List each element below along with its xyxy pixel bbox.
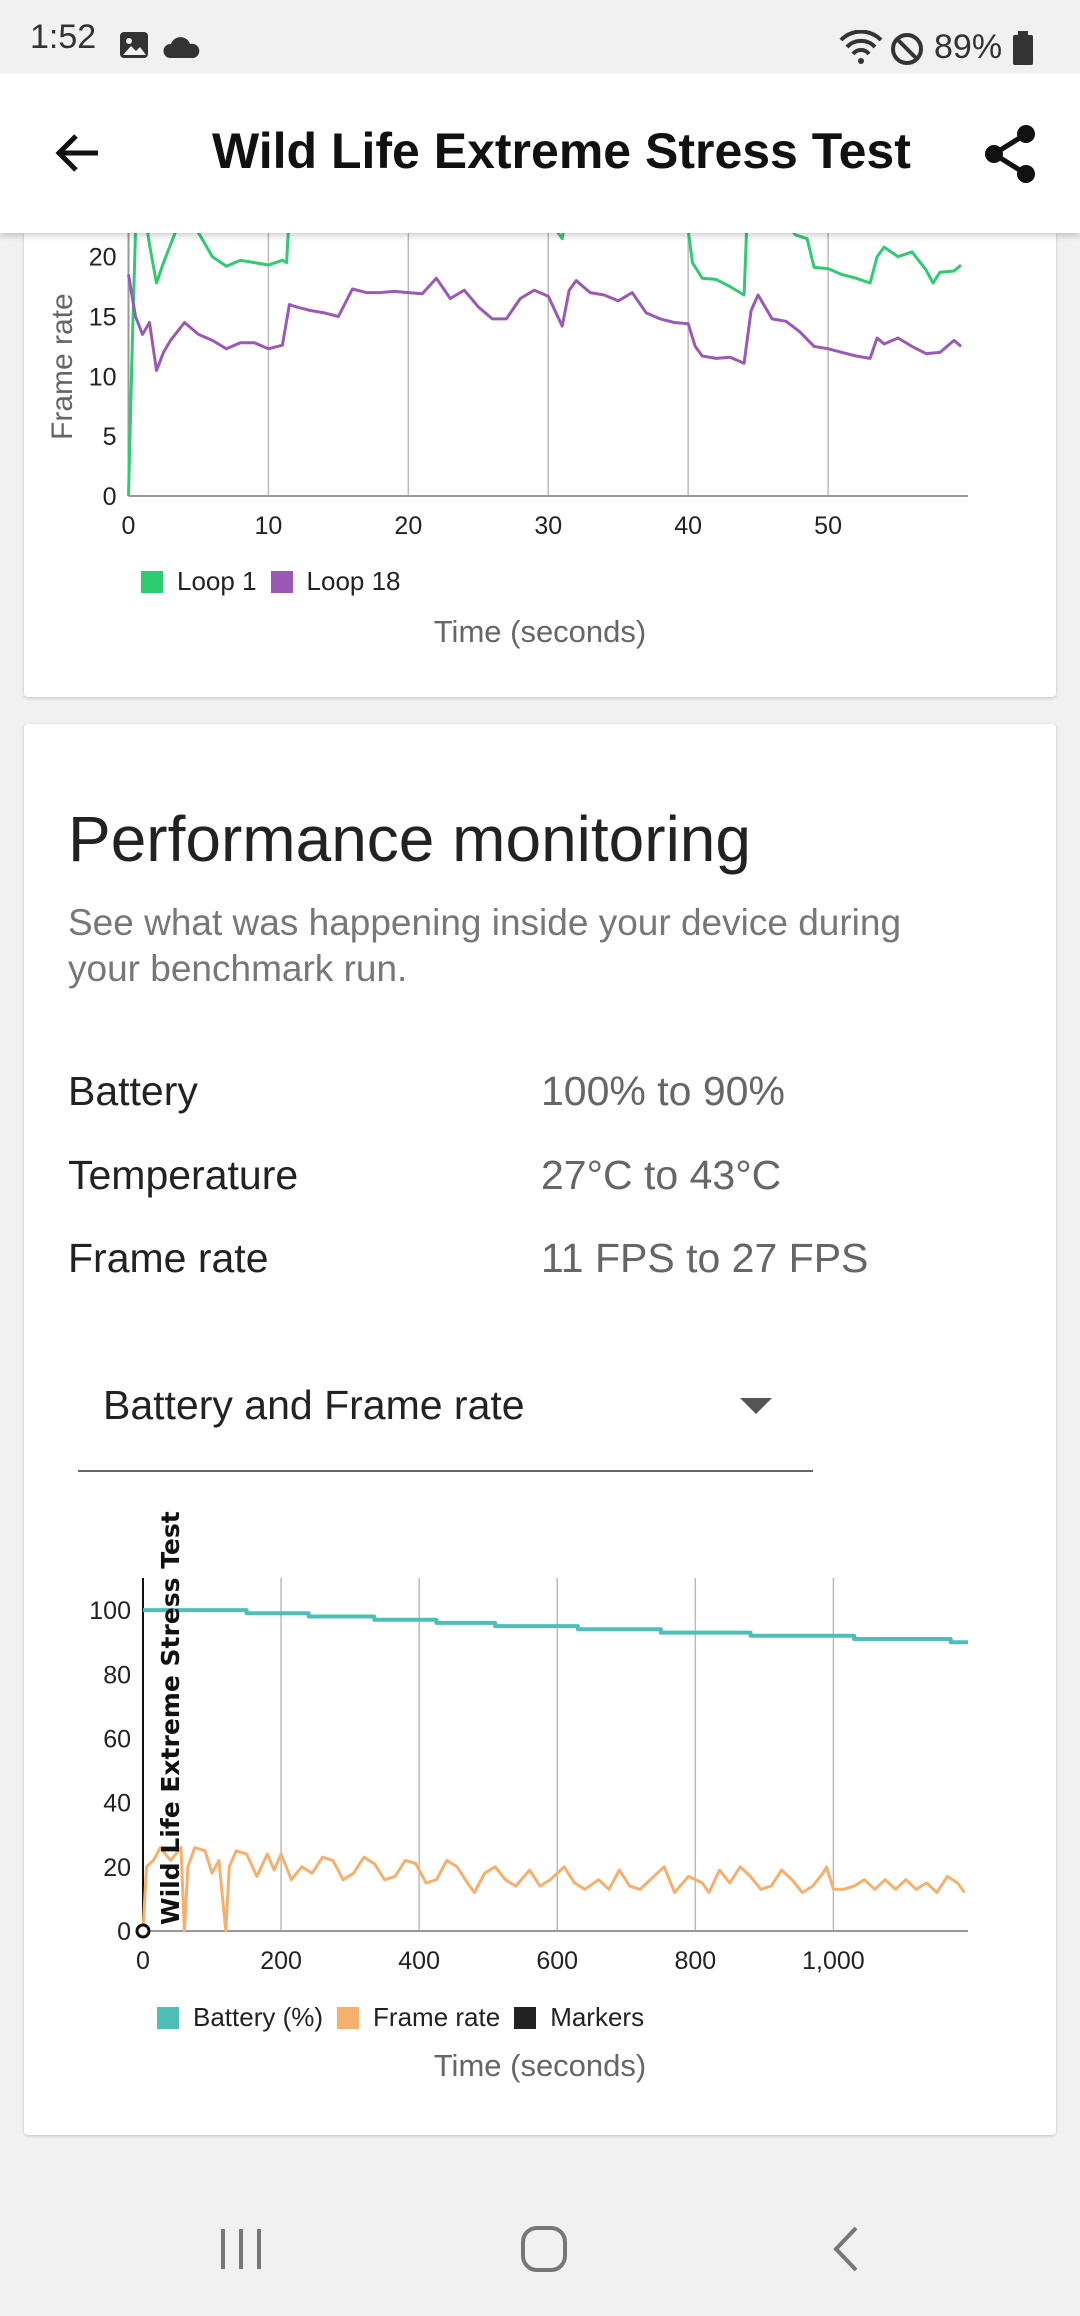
battery-value: 100% to 90% bbox=[541, 1068, 785, 1114]
status-bar: 1:52 89% bbox=[0, 0, 1080, 74]
x-axis-title: Time (seconds) bbox=[433, 614, 647, 649]
y-tick-label: 10 bbox=[89, 363, 117, 391]
legend-swatch-frame-rate bbox=[337, 2006, 360, 2029]
gallery-icon bbox=[120, 32, 148, 58]
y-tick-label: 60 bbox=[103, 1725, 131, 1753]
x-tick-label: 40 bbox=[674, 512, 702, 540]
x-tick-label: 1,000 bbox=[802, 1947, 865, 1975]
home-icon[interactable] bbox=[520, 2225, 568, 2273]
x-tick-label: 200 bbox=[260, 1947, 302, 1975]
y-tick-label: 20 bbox=[103, 1854, 131, 1882]
y-tick-label: 80 bbox=[103, 1661, 131, 1689]
y-tick-label: 5 bbox=[103, 423, 117, 451]
arrow-left-icon[interactable] bbox=[52, 128, 102, 178]
page-title: Wild Life Extreme Stress Test bbox=[212, 123, 911, 179]
x-axis-title-2: Time (seconds) bbox=[433, 2048, 647, 2083]
app-bar: Wild Life Extreme Stress Test bbox=[0, 74, 1080, 233]
y-tick-label: 40 bbox=[103, 1790, 131, 1818]
chart-type-dropdown[interactable]: Battery and Frame rate bbox=[78, 1360, 813, 1472]
y-tick-label: 100 bbox=[89, 1597, 131, 1625]
section-title: Performance monitoring bbox=[68, 803, 751, 875]
share-icon[interactable] bbox=[982, 124, 1042, 184]
x-tick-label: 0 bbox=[136, 1947, 150, 1975]
frame-rate-value: 11 FPS to 27 FPS bbox=[541, 1235, 869, 1281]
legend-swatch-loop-1 bbox=[141, 570, 163, 593]
x-tick-label: 50 bbox=[814, 512, 842, 540]
legend-label-loop-1: Loop 1 bbox=[177, 566, 257, 596]
y-tick-label: 0 bbox=[103, 483, 117, 511]
x-tick-label: 30 bbox=[534, 512, 562, 540]
series-line-frame-rate bbox=[141, 1846, 966, 1933]
y-tick-label: 20 bbox=[89, 244, 117, 272]
battery-frame-rate-chart: 0 200 400 600 800 1,000 0 20 40 60 80 100 Wild Life … bbox=[89, 1511, 968, 1975]
y-tick-label: 0 bbox=[117, 1918, 131, 1946]
performance-card bbox=[24, 724, 1056, 2135]
loop-chart-legend: Loop 1 Loop 18 bbox=[141, 566, 401, 597]
battery-percent: 89% bbox=[934, 28, 1003, 66]
legend-swatch-loop-18 bbox=[270, 570, 293, 593]
x-tick-label: 10 bbox=[255, 512, 283, 540]
legend-swatch-markers bbox=[514, 2006, 537, 2029]
battery-icon bbox=[1013, 31, 1033, 65]
legend-label-loop-18: Loop 18 bbox=[306, 566, 401, 596]
temperature-value: 27°C to 43°C bbox=[541, 1152, 782, 1198]
battery-label: Battery bbox=[68, 1068, 198, 1114]
status-time: 1:52 bbox=[30, 18, 97, 56]
legend-label-frame-rate: Frame rate bbox=[373, 2002, 501, 2032]
back-icon[interactable] bbox=[830, 2225, 862, 2273]
temperature-label: Temperature bbox=[68, 1152, 299, 1198]
x-tick-label: 20 bbox=[394, 512, 422, 540]
series-line-battery bbox=[143, 1608, 968, 1645]
x-tick-label: 0 bbox=[122, 512, 136, 540]
dropdown-selected: Battery and Frame rate bbox=[103, 1382, 525, 1428]
y-tick-label: 15 bbox=[89, 304, 117, 332]
x-tick-label: 800 bbox=[674, 1947, 716, 1975]
caret-down-icon bbox=[740, 1398, 772, 1414]
monitor-chart-legend: Battery (%) Frame rate Markers bbox=[157, 2002, 644, 2033]
legend-label-battery: Battery (%) bbox=[193, 2002, 324, 2032]
recent-apps-icon[interactable] bbox=[218, 2227, 264, 2271]
marker-label: Wild Life Extreme Stress Test bbox=[156, 1511, 185, 1925]
legend-label-markers: Markers bbox=[550, 2002, 645, 2032]
do-not-disturb-icon bbox=[891, 33, 923, 65]
x-tick-label: 600 bbox=[536, 1947, 578, 1975]
x-tick-label: 400 bbox=[398, 1947, 440, 1975]
cloud-icon bbox=[163, 37, 200, 58]
navigation-bar bbox=[0, 2182, 1080, 2316]
section-subtitle: See what was happening inside your devic… bbox=[68, 902, 902, 989]
y-axis-title: Frame rate bbox=[46, 293, 79, 440]
wifi-icon bbox=[839, 30, 883, 64]
series-line-loop-18 bbox=[127, 274, 962, 372]
legend-swatch-battery bbox=[157, 2006, 179, 2029]
marker-point bbox=[135, 1923, 151, 1939]
frame-rate-label: Frame rate bbox=[68, 1235, 269, 1281]
